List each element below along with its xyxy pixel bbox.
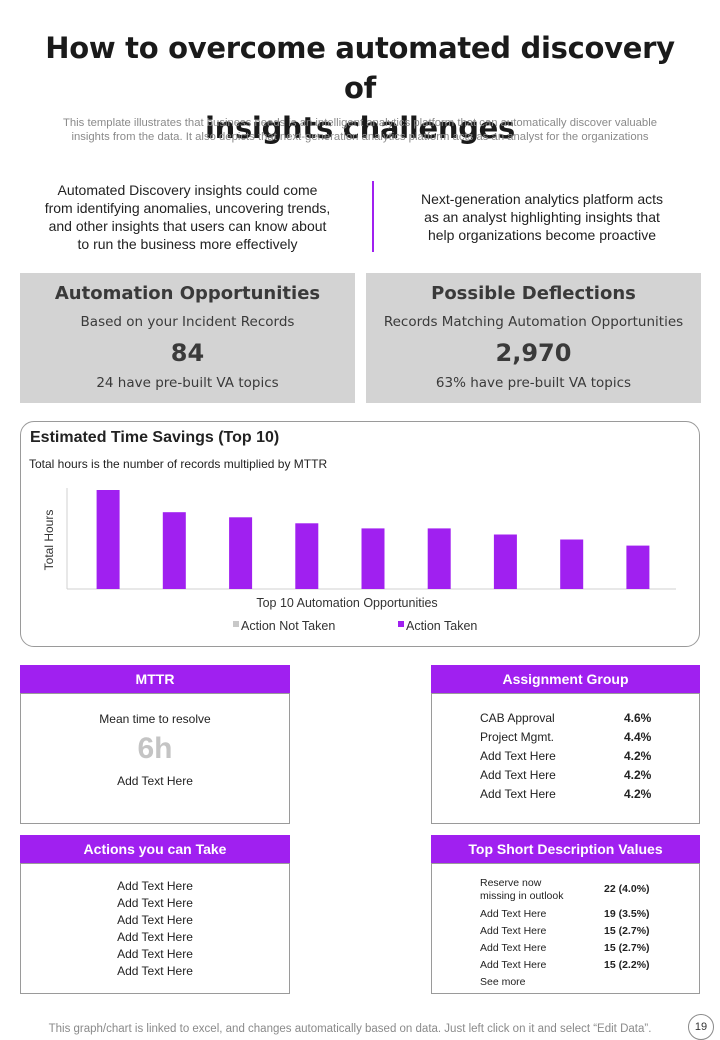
action-item: Add Text Here (117, 879, 193, 893)
description-value: 22 (4.0%) (604, 883, 650, 895)
chart-subtitle: Total hours is the number of records mul… (29, 457, 328, 471)
intro-left-line: and other insights that users can know a… (48, 218, 327, 234)
description-name: Reserve now (480, 877, 542, 889)
intro-left: Automated Discovery insights could come … (30, 181, 345, 253)
assignment-name: Add Text Here (480, 749, 556, 763)
description-name-cont: missing in outlook (480, 890, 564, 902)
assignment-pct: 4.2% (624, 768, 652, 782)
assignment-name: Add Text Here (480, 787, 556, 801)
subtitle-line-1: This template illustrates that business … (62, 117, 658, 129)
legend-swatch-taken (398, 621, 404, 627)
bar-action-taken-6[interactable] (427, 528, 451, 589)
bar-action-taken-5[interactable] (361, 528, 385, 589)
bar-action-taken-9[interactable] (626, 545, 650, 589)
title-line-2: insights challenges (204, 111, 515, 145)
y-axis-label: Total Hours (42, 510, 56, 571)
assignment-pct: 4.6% (624, 711, 652, 725)
kpi-subheading: Records Matching Automation Opportunitie… (383, 314, 684, 330)
description-value: 19 (3.5%) (604, 908, 650, 920)
intro-left-line: Automated Discovery insights could come (57, 182, 318, 198)
description-name: Add Text Here (480, 908, 547, 920)
assignment-group-header: Assignment Group (431, 665, 700, 693)
mttr-note: Add Text Here (117, 774, 193, 788)
subtitle-line-2: insights from the data. It also depicts … (71, 131, 649, 143)
x-axis-label: Top 10 Automation Opportunities (256, 596, 437, 610)
kpi-automation-opportunities: Automation Opportunities Based on your I… (20, 273, 355, 403)
assignment-pct: 4.2% (624, 749, 652, 763)
top-short-description-header: Top Short Description Values (431, 835, 700, 863)
assignment-name: Add Text Here (480, 768, 556, 782)
assignment-name: Project Mgmt. (480, 730, 555, 744)
footer-note: This graph/chart is linked to excel, and… (48, 1023, 652, 1035)
legend-swatch-not-taken (233, 621, 239, 627)
page-subtitle: This template illustrates that business … (30, 116, 690, 144)
bar-action-taken-8[interactable] (560, 539, 584, 590)
action-item: Add Text Here (117, 930, 193, 944)
action-item: Add Text Here (117, 964, 193, 978)
action-item: Add Text Here (117, 947, 193, 961)
page-title: How to overcome automated discovery of i… (30, 28, 690, 148)
bar-action-taken-7[interactable] (493, 534, 517, 590)
kpi-number: 84 (170, 339, 205, 367)
intro-divider (372, 181, 374, 252)
mttr-panel: Mean time to resolve 6h Add Text Here (20, 693, 290, 824)
actions-panel: Add Text Here Add Text Here Add Text Her… (20, 863, 290, 994)
intro-left-line: from identifying anomalies, uncovering t… (44, 200, 331, 216)
assignment-pct: 4.4% (624, 730, 652, 744)
kpi-footnote: 63% have pre-built VA topics (435, 375, 632, 391)
assignment-group-panel: CAB Approval 4.6% Project Mgmt. 4.4% Add… (431, 693, 700, 824)
kpi-footnote: 24 have pre-built VA topics (96, 375, 279, 391)
kpi-possible-deflections: Possible Deflections Records Matching Au… (366, 273, 701, 403)
bar-action-taken-4[interactable] (295, 523, 319, 589)
action-item: Add Text Here (117, 913, 193, 927)
assignment-pct: 4.2% (624, 787, 652, 801)
intro-right-line: as an analyst highlighting insights that (424, 209, 660, 225)
description-name: Add Text Here (480, 942, 547, 954)
intro-right-line: Next-generation analytics platform acts (421, 191, 663, 207)
bar-action-taken-2[interactable] (162, 512, 186, 589)
title-line-1: How to overcome automated discovery of (45, 31, 675, 105)
kpi-heading: Automation Opportunities (54, 283, 321, 304)
bar-chart[interactable]: Total Hours Top 10 Automation Opportunit… (21, 422, 699, 646)
kpi-subheading: Based on your Incident Records (80, 314, 295, 330)
intro-left-line: to run the business more effectively (77, 236, 298, 252)
description-name: Add Text Here (480, 925, 547, 937)
assignment-name: CAB Approval (480, 711, 555, 725)
legend-label-not-taken: Action Not Taken (241, 619, 335, 633)
mttr-header: MTTR (20, 665, 290, 693)
bar-group (96, 490, 650, 590)
mttr-label: Mean time to resolve (99, 712, 211, 726)
top-short-description-panel: Reserve now missing in outlook 22 (4.0%)… (431, 863, 700, 994)
page-number: 19 (688, 1014, 714, 1040)
kpi-heading: Possible Deflections (431, 283, 636, 304)
actions-header: Actions you can Take (20, 835, 290, 863)
bar-action-taken-1[interactable] (96, 490, 120, 589)
kpi-number: 2,970 (495, 339, 572, 367)
see-more-link[interactable]: See more (480, 976, 526, 988)
description-value: 15 (2.7%) (604, 942, 650, 954)
description-name: Add Text Here (480, 959, 547, 971)
intro-right: Next-generation analytics platform acts … (392, 190, 692, 244)
mttr-value: 6h (137, 732, 173, 765)
description-value: 15 (2.2%) (604, 959, 650, 971)
time-savings-chart-card[interactable]: Estimated Time Savings (Top 10) Total ho… (20, 421, 700, 647)
action-item: Add Text Here (117, 896, 193, 910)
bar-action-taken-3[interactable] (229, 517, 253, 589)
description-value: 15 (2.7%) (604, 925, 650, 937)
legend-label-taken: Action Taken (406, 619, 477, 633)
chart-title: Estimated Time Savings (Top 10) (30, 429, 280, 446)
intro-right-line: help organizations become proactive (427, 227, 657, 243)
